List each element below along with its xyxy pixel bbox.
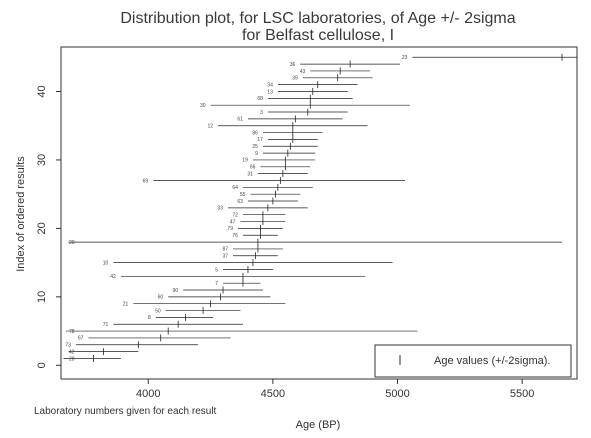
- lab-number-label: 69: [143, 178, 149, 184]
- y-tick-label: 40: [36, 85, 48, 97]
- lab-number-label: 13: [267, 89, 273, 95]
- lab-number-label: 87: [222, 247, 228, 253]
- lab-number-label: 36: [290, 62, 296, 68]
- legend-label: Age values (+/-2sigma).: [434, 355, 550, 367]
- y-tick-label: 30: [36, 154, 48, 166]
- lab-number-label: 31: [247, 171, 253, 177]
- lab-number-label: 23: [402, 55, 408, 61]
- x-axis-label: Age (BP): [296, 419, 341, 431]
- lab-number-label: 10: [103, 260, 109, 266]
- lab-number-label: 55: [240, 192, 246, 198]
- lab-number-label: 86: [252, 130, 258, 136]
- lab-number-label: 42: [69, 349, 75, 355]
- chart-title-line1: Distribution plot, for LSC laboratories,…: [120, 10, 515, 27]
- lab-number-label: 66: [250, 165, 256, 171]
- lab-number-label: 79: [227, 226, 233, 232]
- data-series: 2336433934136830361128617259196631696455…: [63, 53, 577, 362]
- lab-number-label: 42: [110, 274, 116, 280]
- lab-number-label: 28: [69, 356, 75, 362]
- lab-number-label: 3: [260, 110, 263, 116]
- y-tick-label: 10: [36, 291, 48, 303]
- lab-number-label: 9: [255, 151, 258, 157]
- plot-area-frame: [60, 46, 578, 380]
- lab-number-label: 71: [103, 322, 109, 328]
- lab-number-label: 43: [300, 69, 306, 75]
- lab-number-label: 7: [215, 281, 218, 287]
- lab-number-label: 20: [69, 240, 75, 246]
- lab-number-label: 78: [69, 329, 75, 335]
- lab-number-label: 37: [222, 254, 228, 260]
- lab-number-label: 17: [257, 137, 263, 143]
- lab-number-label: 90: [173, 288, 179, 294]
- y-axis-label: Index of ordered results: [15, 156, 27, 272]
- lab-number-label: 39: [292, 76, 298, 82]
- lab-number-label: 60: [158, 295, 164, 301]
- lab-number-label: 63: [237, 199, 243, 205]
- y-axis: 0 10 20 30 40: [36, 85, 61, 368]
- footnote: Laboratory numbers given for each result: [34, 406, 217, 417]
- lab-number-label: 73: [65, 343, 71, 349]
- lab-number-label: 61: [237, 117, 243, 123]
- lab-number-label: 64: [232, 185, 238, 191]
- lab-number-label: 50: [155, 308, 161, 314]
- x-tick-label: 5500: [510, 388, 534, 400]
- lab-number-label: 19: [242, 158, 248, 164]
- y-tick-label: 20: [36, 222, 48, 234]
- lab-number-label: 5: [215, 267, 218, 273]
- lab-number-label: 76: [232, 233, 238, 239]
- x-tick-label: 4500: [261, 388, 285, 400]
- lab-number-label: 72: [232, 213, 238, 219]
- lab-number-label: 33: [217, 206, 223, 212]
- x-axis: 4000 4500 5000 5500: [136, 379, 534, 400]
- lab-number-label: 8: [148, 315, 151, 321]
- legend-box: [374, 344, 572, 378]
- lab-number-label: 25: [252, 144, 258, 150]
- legend: Age values (+/-2sigma).: [374, 344, 572, 378]
- x-tick-label: 4000: [136, 388, 160, 400]
- x-tick-label: 5000: [385, 388, 409, 400]
- y-tick-label: 0: [36, 362, 48, 368]
- lab-number-label: 68: [257, 96, 263, 102]
- lab-number-label: 30: [200, 103, 206, 109]
- lab-number-label: 47: [230, 219, 236, 225]
- lab-number-label: 21: [123, 302, 129, 308]
- lab-number-label: 12: [207, 124, 213, 130]
- lab-number-label: 67: [78, 336, 84, 342]
- chart-title-line2: for Belfast cellulose, I: [242, 27, 394, 44]
- lab-number-label: 34: [267, 82, 273, 88]
